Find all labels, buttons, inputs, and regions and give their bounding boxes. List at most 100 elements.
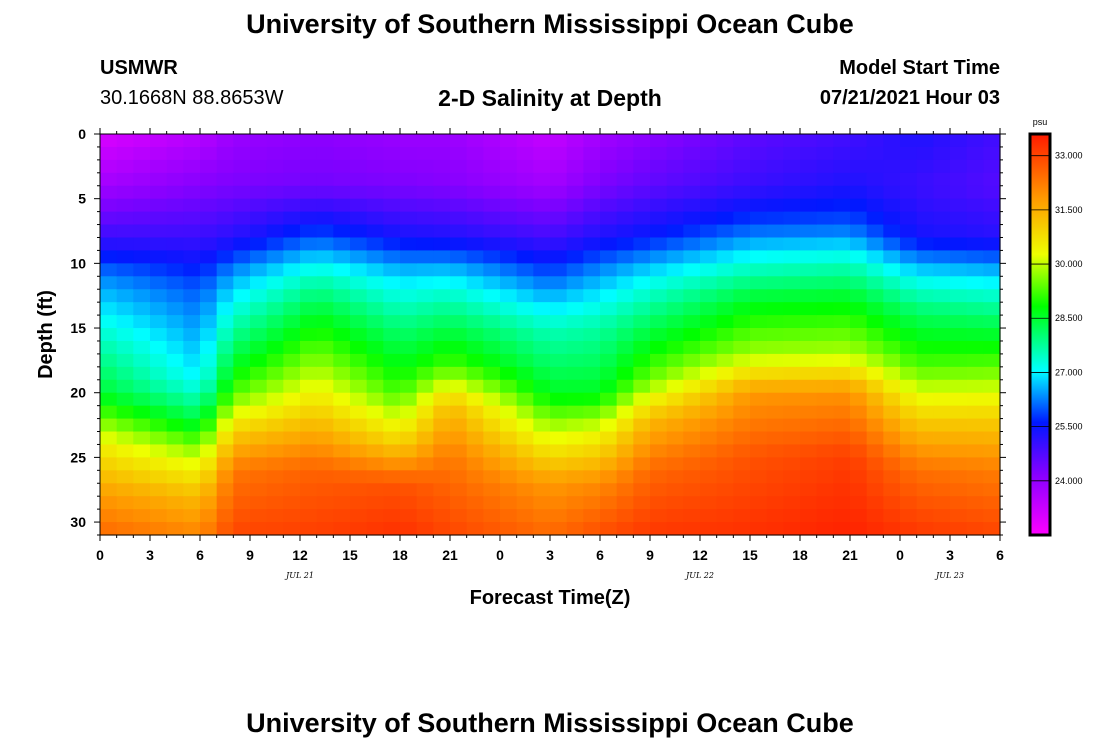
heatmap-cell [316,315,334,329]
heatmap-cell [750,302,768,316]
heatmap-cell [183,328,201,342]
heatmap-cell [616,224,634,239]
heatmap-cell [666,328,684,342]
heatmap-cell [650,470,668,484]
heatmap-cell [583,444,601,458]
heatmap-cell [750,392,768,407]
heatmap-cell [433,522,451,536]
heatmap-cell [733,366,751,381]
heatmap-cell [200,237,218,252]
heatmap-cell [700,457,718,471]
heatmap-cell [666,237,684,252]
heatmap-cell [983,340,1001,355]
station-name: USMWR [100,57,178,79]
heatmap-cell [316,509,334,523]
heatmap-cell [433,276,451,290]
heatmap-cell [750,172,768,187]
heatmap-cell [550,237,568,252]
heatmap-cell [550,159,568,174]
heatmap-cell [216,134,234,148]
heatmap-cell [450,405,468,420]
heatmap-cell [483,289,501,303]
heatmap-cell [483,172,501,187]
heatmap-cell [766,509,784,523]
heatmap-cell [816,198,834,213]
heatmap-cell [383,418,401,433]
heatmap-cell [900,134,918,148]
heatmap-cell [866,470,884,484]
heatmap-cell [566,172,584,187]
heatmap-cell [983,470,1001,484]
heatmap-cell [416,250,434,264]
heatmap-cell [616,366,634,381]
heatmap-cell [783,134,801,148]
heatmap-cell [416,444,434,458]
heatmap-cell [116,340,134,355]
heatmap-cell [783,353,801,368]
heatmap-cell [883,353,901,368]
heatmap-cell [133,379,151,394]
heatmap-cell [350,276,368,290]
heatmap-cell [600,159,618,174]
heatmap-cell [750,496,768,510]
heatmap-cell [816,263,834,277]
heatmap-cell [216,211,234,226]
footer-title: University of Southern Mississippi Ocean… [246,708,854,738]
heatmap-cell [716,211,734,226]
heatmap-cell [550,522,568,536]
heatmap-cell [550,198,568,213]
heatmap-cell [716,366,734,381]
heatmap-cell [466,250,484,264]
heatmap-cell [266,405,284,420]
heatmap-cell [583,483,601,497]
heatmap-cell [916,263,934,277]
heatmap-cell [566,444,584,458]
heatmap-cell [133,185,151,200]
heatmap-cell [766,146,784,161]
heatmap-cell [550,185,568,200]
heatmap-cell [366,237,384,252]
heatmap-cell [633,496,651,510]
heatmap-cell [766,444,784,458]
heatmap-cell [466,224,484,239]
heatmap-cell [333,263,351,277]
heatmap-cell [683,134,701,148]
heatmap-cell [416,134,434,148]
heatmap-cell [116,237,134,252]
heatmap-cell [350,250,368,264]
heatmap-cell [383,366,401,381]
heatmap-cell [600,211,618,226]
heatmap-cell [700,431,718,446]
heatmap-cell [750,470,768,484]
heatmap-cell [633,224,651,239]
heatmap-cell [616,237,634,252]
heatmap-cell [983,405,1001,420]
heatmap-cell [733,483,751,497]
heatmap-cell [600,315,618,329]
heatmap-cell [633,250,651,264]
heatmap-cell [866,366,884,381]
heatmap-cell [483,276,501,290]
heatmap-cell [300,366,318,381]
heatmap-cell [933,250,951,264]
heatmap-cell [166,134,184,148]
heatmap-cell [566,146,584,161]
heatmap-cell [300,237,318,252]
heatmap-cell [616,379,634,394]
heatmap-cell [250,302,268,316]
heatmap-cell [566,250,584,264]
heatmap-cell [333,250,351,264]
heatmap-cell [966,483,984,497]
heatmap-cell [850,366,868,381]
heatmap-cell [566,198,584,213]
heatmap-cell [150,159,168,174]
heatmap-cell [166,379,184,394]
heatmap-cell [616,392,634,407]
heatmap-cell [900,185,918,200]
heatmap-cell [850,134,868,148]
heatmap-cell [583,509,601,523]
heatmap-cell [916,198,934,213]
heatmap-cell [700,263,718,277]
heatmap-cell [283,250,301,264]
heatmap-cell [150,340,168,355]
